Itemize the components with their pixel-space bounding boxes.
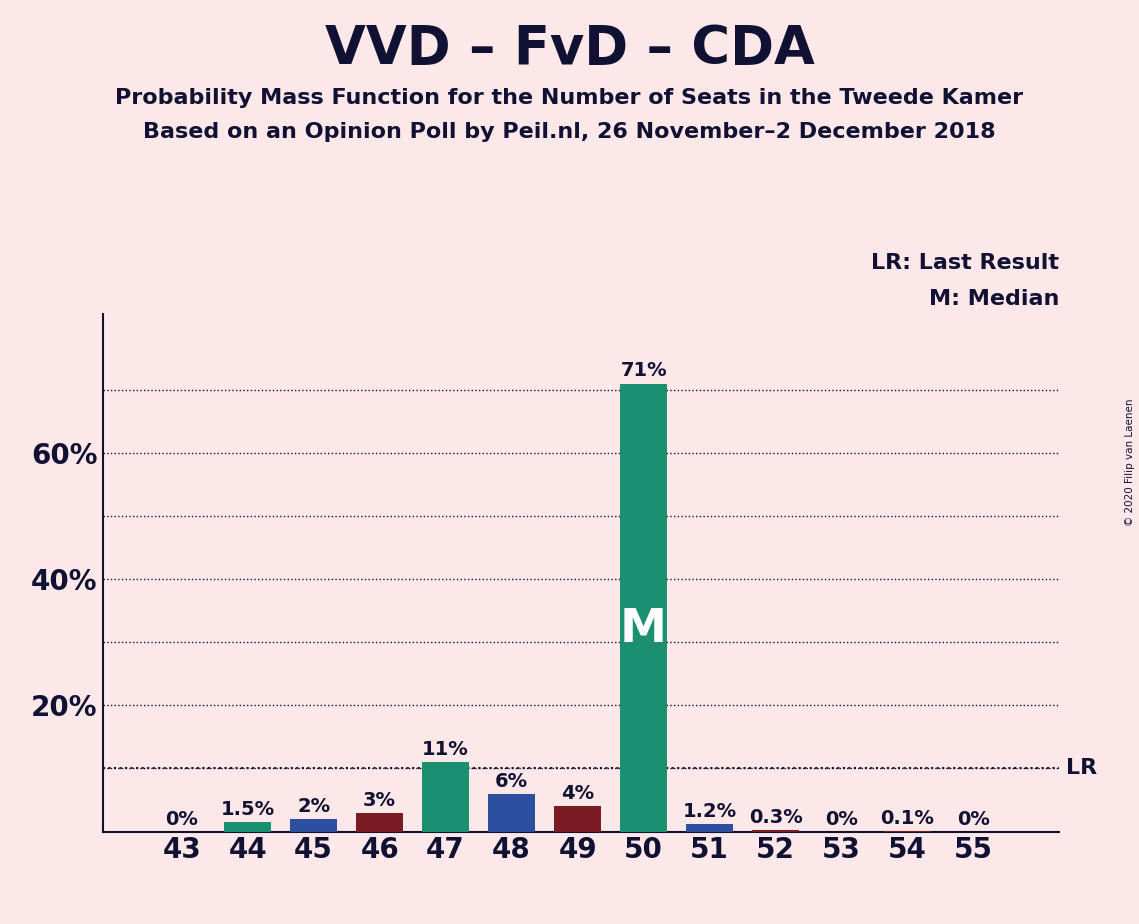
- Text: © 2020 Filip van Laenen: © 2020 Filip van Laenen: [1125, 398, 1134, 526]
- Text: 11%: 11%: [423, 740, 469, 759]
- Bar: [355, 813, 403, 832]
- Text: 0%: 0%: [165, 810, 198, 829]
- Text: LR: LR: [1066, 759, 1097, 779]
- Text: 2%: 2%: [297, 796, 330, 816]
- Text: Probability Mass Function for the Number of Seats in the Tweede Kamer: Probability Mass Function for the Number…: [115, 88, 1024, 108]
- Bar: [421, 762, 469, 832]
- Text: 1.5%: 1.5%: [221, 800, 274, 819]
- Text: 1.2%: 1.2%: [682, 802, 737, 821]
- Bar: [752, 830, 800, 832]
- Bar: [620, 383, 667, 832]
- Text: VVD – FvD – CDA: VVD – FvD – CDA: [325, 23, 814, 75]
- Text: 6%: 6%: [495, 772, 528, 791]
- Text: M: Median: M: Median: [929, 289, 1059, 309]
- Text: M: M: [620, 607, 667, 652]
- Text: 0.1%: 0.1%: [880, 808, 934, 828]
- Text: 0%: 0%: [825, 810, 858, 829]
- Text: 4%: 4%: [562, 784, 595, 803]
- Bar: [686, 824, 734, 832]
- Bar: [554, 807, 601, 832]
- Bar: [487, 794, 535, 832]
- Text: 0%: 0%: [957, 810, 990, 829]
- Bar: [290, 819, 337, 832]
- Text: Based on an Opinion Poll by Peil.nl, 26 November–2 December 2018: Based on an Opinion Poll by Peil.nl, 26 …: [144, 122, 995, 142]
- Text: 0.3%: 0.3%: [748, 808, 802, 827]
- Text: 71%: 71%: [621, 361, 667, 381]
- Text: 3%: 3%: [363, 791, 396, 809]
- Bar: [224, 822, 271, 832]
- Text: LR: Last Result: LR: Last Result: [871, 253, 1059, 273]
